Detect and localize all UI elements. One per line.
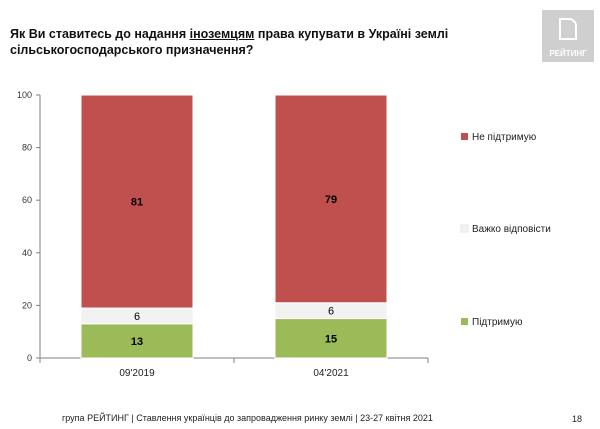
y-tick-label: 100 bbox=[17, 90, 32, 100]
y-tick-label: 0 bbox=[27, 353, 32, 363]
rating-logo: РЕЙТИНГ bbox=[542, 10, 594, 62]
legend-label: Важко відповісти bbox=[472, 224, 551, 235]
data-label: 81 bbox=[131, 197, 143, 209]
title-underlined-word: іноземцям bbox=[189, 27, 255, 41]
y-tick-label: 40 bbox=[22, 248, 32, 258]
page-number: 18 bbox=[572, 414, 583, 424]
footer-text: група РЕЙТИНГ | Ставлення українців до з… bbox=[62, 413, 433, 423]
title-part-2: права купувати в Україні землі сільськог… bbox=[10, 27, 449, 57]
data-label: 6 bbox=[134, 311, 140, 323]
data-label: 15 bbox=[325, 333, 337, 345]
page-title: Як Ви ставитесь до надання іноземцям пра… bbox=[10, 26, 520, 58]
data-label: 13 bbox=[131, 336, 143, 348]
y-tick-label: 80 bbox=[22, 143, 32, 153]
bar-segment bbox=[274, 94, 388, 304]
bar-segment bbox=[80, 94, 194, 309]
legend-label: Підтримую bbox=[472, 317, 523, 328]
y-tick-label: 20 bbox=[22, 300, 32, 310]
y-tick-label: 60 bbox=[22, 195, 32, 205]
data-label: 6 bbox=[328, 306, 334, 318]
data-label: 79 bbox=[325, 194, 337, 206]
title-part-1: Як Ви ставитесь до надання bbox=[10, 27, 190, 41]
logo-text: РЕЙТИНГ bbox=[549, 49, 587, 58]
legend-swatch bbox=[461, 133, 468, 140]
legend-swatch bbox=[461, 318, 468, 325]
rating-logo-icon bbox=[559, 18, 577, 40]
legend-label: Не підтримую bbox=[472, 132, 537, 143]
x-tick-label: 09'2019 bbox=[119, 368, 155, 379]
x-tick-label: 04'2021 bbox=[313, 368, 349, 379]
legend-swatch bbox=[460, 224, 469, 233]
